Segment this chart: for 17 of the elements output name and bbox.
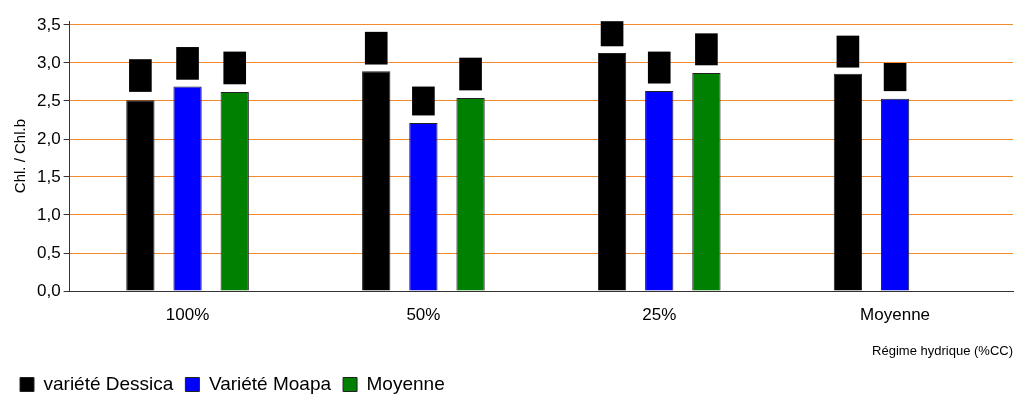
y-tick-label: 1,5 [36, 166, 61, 186]
legend-label: variété Dessica [43, 372, 174, 394]
x-axis-title: Régime hydrique (%CC) [872, 342, 1013, 358]
y-tick-label: 0,5 [36, 242, 61, 262]
x-tick-label: 100% [165, 304, 210, 324]
y-tick-label: 0,0 [36, 280, 61, 300]
x-tick-label: 25% [642, 304, 677, 324]
y-tick-label: 3,5 [36, 14, 61, 34]
y-tick-label: 1,0 [36, 204, 61, 224]
legend-label: Moyenne [366, 372, 445, 394]
legend-label: Variété Moapa [208, 372, 332, 394]
y-tick-label: 3,0 [36, 52, 61, 72]
y-tick-label: 2,0 [36, 128, 61, 148]
y-axis-title: Chl. / Chl.b [11, 119, 29, 194]
x-tick-label: 50% [406, 304, 441, 324]
x-tick-label: Moyenne [860, 304, 931, 324]
y-tick-label: 2,5 [36, 90, 61, 110]
